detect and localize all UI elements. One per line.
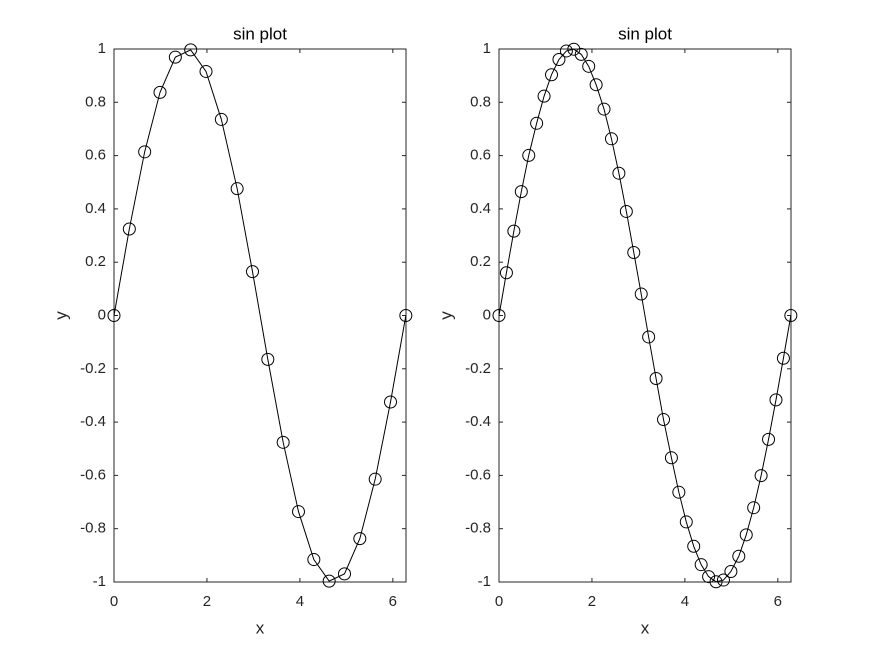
x-tick-label: 6 <box>389 593 397 610</box>
y-tick-label: 0.4 <box>85 200 106 217</box>
data-point <box>754 469 768 483</box>
data-point <box>153 85 167 99</box>
y-tick-label: -0.2 <box>80 360 106 377</box>
data-point <box>589 78 603 92</box>
data-point <box>574 47 588 61</box>
data-point <box>184 43 198 57</box>
chart-title: sin plot <box>618 24 672 43</box>
data-point <box>747 501 761 515</box>
series-line <box>498 48 792 583</box>
data-point <box>322 574 336 588</box>
data-point <box>552 53 566 67</box>
data-point <box>762 432 776 446</box>
y-tick-label: 1 <box>98 40 106 57</box>
data-point <box>368 472 382 486</box>
data-point <box>307 553 321 567</box>
data-point <box>694 558 708 572</box>
y-tick-label: 0.8 <box>85 93 106 110</box>
data-point <box>634 287 648 301</box>
y-tick-label: 0.6 <box>85 147 106 164</box>
data-point <box>537 89 551 103</box>
data-point <box>261 352 275 366</box>
x-tick-label: 0 <box>495 593 503 610</box>
x-axis-label: x <box>256 618 265 637</box>
x-tick-label: 6 <box>774 593 782 610</box>
x-tick-label: 0 <box>110 593 118 610</box>
y-tick-label: 0.8 <box>470 93 491 110</box>
data-point <box>732 549 746 563</box>
y-tick-label: 0 <box>483 306 491 323</box>
data-point <box>597 102 611 116</box>
data-point <box>687 539 701 553</box>
y-tick-label: -0.6 <box>465 466 491 483</box>
data-point <box>122 222 136 236</box>
y-tick-label: -1 <box>478 573 491 590</box>
data-point <box>559 44 573 58</box>
y-tick-label: 0 <box>98 306 106 323</box>
data-point <box>642 330 656 344</box>
data-point <box>138 145 152 159</box>
data-point <box>545 68 559 82</box>
data-point <box>619 204 633 218</box>
data-point <box>672 485 686 499</box>
data-point <box>582 59 596 73</box>
data-point <box>291 505 305 519</box>
data-point <box>353 532 367 546</box>
data-point <box>604 132 618 146</box>
data-point <box>338 567 352 581</box>
data-point <box>702 570 716 584</box>
y-tick-label: 0.2 <box>470 253 491 270</box>
data-point <box>384 395 398 409</box>
data-point <box>776 351 790 365</box>
y-tick-label: 0.6 <box>470 147 491 164</box>
y-tick-label: -0.4 <box>465 413 491 430</box>
data-point <box>627 245 641 259</box>
data-point <box>492 309 506 322</box>
data-point <box>399 309 413 322</box>
data-point <box>657 413 671 427</box>
data-point <box>530 116 544 130</box>
y-tick-label: -0.8 <box>80 520 106 537</box>
data-point <box>612 166 626 180</box>
data-point <box>514 185 528 199</box>
y-tick-label: 0.4 <box>470 200 491 217</box>
y-tick-label: 0.2 <box>85 253 106 270</box>
data-point <box>214 112 228 126</box>
x-tick-label: 4 <box>681 593 689 610</box>
chart-title: sin plot <box>233 24 287 43</box>
data-point <box>769 393 783 407</box>
y-tick-label: 1 <box>483 40 491 57</box>
y-axis-label: y <box>51 311 70 320</box>
x-axis-label: x <box>641 618 650 637</box>
y-tick-label: -0.2 <box>465 360 491 377</box>
data-point <box>522 148 536 162</box>
data-point <box>499 266 513 280</box>
y-tick-label: -1 <box>93 573 106 590</box>
x-tick-label: 2 <box>588 593 596 610</box>
data-point <box>784 309 798 322</box>
data-point <box>245 265 259 279</box>
data-point <box>168 50 182 64</box>
data-point <box>567 42 581 56</box>
y-tick-label: -0.4 <box>80 413 106 430</box>
y-tick-label: -0.8 <box>465 520 491 537</box>
data-point <box>709 575 723 589</box>
data-point <box>199 64 213 78</box>
data-point <box>649 372 663 386</box>
data-point <box>716 573 730 587</box>
data-point <box>230 182 244 196</box>
y-axis-label: y <box>436 311 455 320</box>
data-point <box>739 528 753 542</box>
y-tick-label: -0.6 <box>80 466 106 483</box>
data-point <box>724 564 738 578</box>
data-point <box>679 515 693 529</box>
data-point <box>107 309 121 322</box>
data-point <box>276 435 290 449</box>
x-tick-label: 4 <box>296 593 304 610</box>
x-tick-label: 2 <box>203 593 211 610</box>
data-point <box>507 224 521 238</box>
data-point <box>664 451 678 465</box>
